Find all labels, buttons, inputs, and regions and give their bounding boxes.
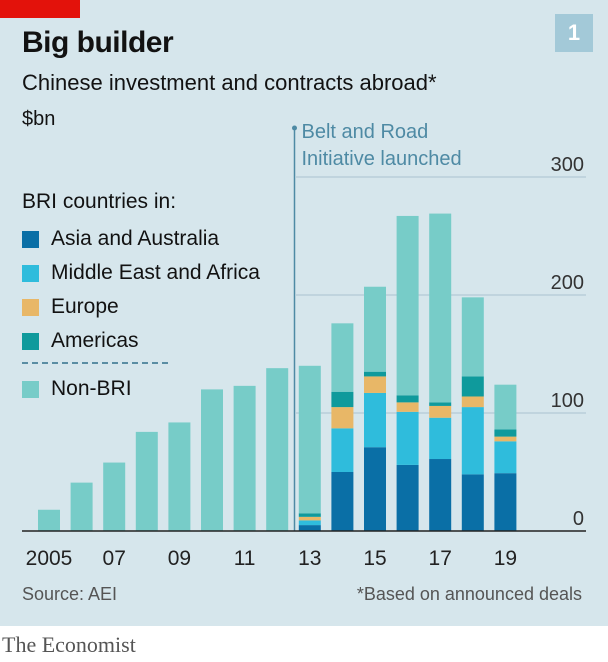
bar-2018-asia-and-australia xyxy=(461,474,484,531)
bar-2014-non-bri xyxy=(331,323,354,392)
legend-label-europe: Europe xyxy=(51,295,119,318)
x-tick-label-2009: 09 xyxy=(168,547,191,570)
bar-2014-europe xyxy=(331,407,354,429)
bar-2008-non-bri xyxy=(135,431,158,531)
legend-label-non-bri: Non-BRI xyxy=(51,377,132,400)
y-tick-label-0: 0 xyxy=(573,508,584,530)
bar-2013-europe xyxy=(298,516,321,521)
legend: BRI countries in: Asia and Australia Mid… xyxy=(22,190,260,406)
legend-swatch-europe xyxy=(22,298,39,316)
x-tick-label-2015: 15 xyxy=(363,547,386,570)
legend-swatch-mideast-africa xyxy=(22,264,39,282)
bar-2017-non-bri xyxy=(429,213,452,403)
bri-launch-dot xyxy=(292,125,297,131)
bar-2018-americas xyxy=(461,376,484,397)
bar-2015-europe xyxy=(364,376,386,393)
bar-2017-europe xyxy=(429,405,452,418)
bar-2007-non-bri xyxy=(103,462,126,531)
y-tick-label-300: 300 xyxy=(551,154,584,176)
y-unit-label: $bn xyxy=(22,108,56,130)
legend-swatch-non-bri xyxy=(22,380,39,398)
chart-subtitle: Chinese investment and contracts abroad* xyxy=(22,70,437,95)
source-note: Source: AEI xyxy=(22,584,118,604)
brand-red-tab xyxy=(0,0,80,18)
bar-2010-non-bri xyxy=(201,389,223,531)
bar-2017-middle-east-and-africa xyxy=(429,417,452,460)
bar-2012-non-bri xyxy=(266,368,289,531)
bar-2013-asia-and-australia xyxy=(298,525,321,531)
legend-item-mideast-africa: Middle East and Africa xyxy=(22,256,260,290)
legend-item-americas: Americas xyxy=(22,324,260,358)
footnote: *Based on announced deals xyxy=(356,584,582,604)
bar-2015-asia-and-australia xyxy=(364,447,386,531)
bar-chart: Belt and Road Initiative launched 0 100 20… xyxy=(22,121,586,570)
legend-item-non-bri: Non-BRI xyxy=(22,372,260,406)
bar-2013-non-bri xyxy=(298,365,321,514)
bar-2013-americas xyxy=(298,513,321,517)
bar-2005-non-bri xyxy=(38,509,60,531)
annotation-line-1: Belt and Road xyxy=(302,121,429,143)
x-tick-label-2005: 2005 xyxy=(26,547,73,570)
bar-2015-middle-east-and-africa xyxy=(364,392,386,448)
bar-2015-non-bri xyxy=(364,286,386,372)
bri-annotation: Belt and Road Initiative launched xyxy=(292,121,462,531)
bar-2013-middle-east-and-africa xyxy=(298,520,321,526)
bar-2019-europe xyxy=(494,436,517,442)
legend-swatch-asia xyxy=(22,230,39,248)
bars xyxy=(38,213,517,531)
axes: 0 100 200 300 2005 07 09 11 13 15 17 19 xyxy=(22,154,586,570)
bar-2019-middle-east-and-africa xyxy=(494,441,517,474)
legend-label-americas: Americas xyxy=(51,329,139,352)
y-tick-label-200: 200 xyxy=(551,272,584,294)
bar-2016-asia-and-australia xyxy=(396,464,419,531)
legend-label-mideast-africa: Middle East and Africa xyxy=(51,261,260,284)
bar-2016-americas xyxy=(396,395,419,403)
bar-2006-non-bri xyxy=(70,482,93,531)
publisher-brand: The Economist xyxy=(2,632,136,657)
x-tick-label-2013: 13 xyxy=(298,547,321,570)
bar-2018-europe xyxy=(461,396,484,408)
bar-2016-europe xyxy=(396,402,419,412)
legend-item-asia: Asia and Australia xyxy=(22,222,260,256)
legend-divider xyxy=(22,362,168,364)
bar-2015-americas xyxy=(364,371,386,377)
bar-2016-non-bri xyxy=(396,215,419,396)
bar-2017-americas xyxy=(429,402,452,406)
chart-number-badge: 1 xyxy=(555,14,593,52)
bar-2018-non-bri xyxy=(461,297,484,377)
bar-2011-non-bri xyxy=(233,385,256,531)
legend-item-europe: Europe xyxy=(22,290,260,324)
bar-2018-middle-east-and-africa xyxy=(461,407,484,475)
bar-2014-middle-east-and-africa xyxy=(331,428,354,472)
y-tick-label-100: 100 xyxy=(551,390,584,412)
legend-swatch-americas xyxy=(22,332,39,350)
bar-2017-asia-and-australia xyxy=(429,459,452,531)
x-tick-label-2017: 17 xyxy=(429,547,452,570)
bar-2014-americas xyxy=(331,391,354,408)
bar-2014-asia-and-australia xyxy=(331,472,354,531)
bar-2019-non-bri xyxy=(494,384,517,430)
annotation-line-2: Initiative launched xyxy=(302,148,462,170)
x-tick-label-2011: 11 xyxy=(234,547,256,570)
legend-title: BRI countries in: xyxy=(22,190,177,213)
x-tick-label-2019: 19 xyxy=(494,547,517,570)
chart-title: Big builder xyxy=(22,26,174,59)
bar-2016-middle-east-and-africa xyxy=(396,411,419,465)
legend-label-asia: Asia and Australia xyxy=(51,227,220,250)
bar-2009-non-bri xyxy=(168,422,191,531)
bar-2019-asia-and-australia xyxy=(494,473,517,531)
x-tick-label-2007: 07 xyxy=(103,547,126,570)
bar-2019-americas xyxy=(494,429,517,437)
